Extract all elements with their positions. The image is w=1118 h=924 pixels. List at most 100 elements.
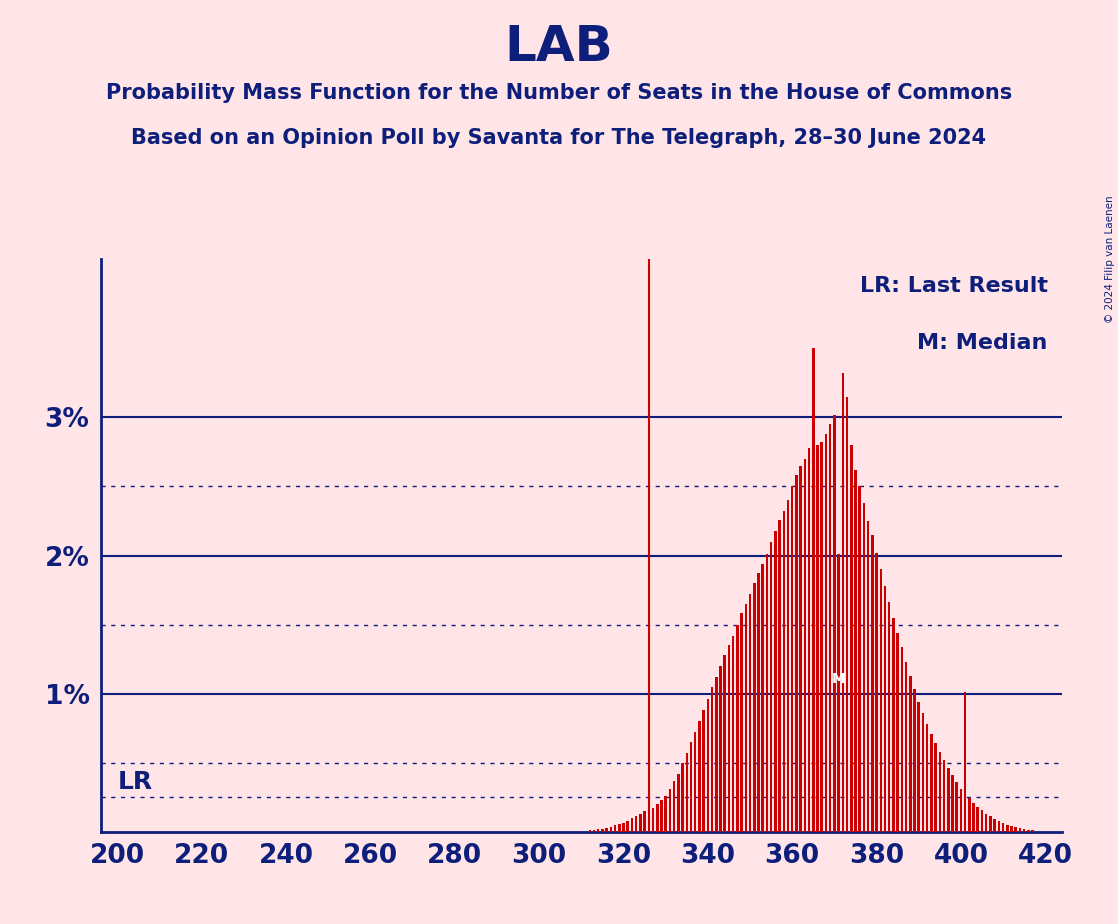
- Bar: [601, 829, 604, 832]
- Bar: [678, 773, 680, 832]
- Bar: [681, 762, 684, 832]
- Bar: [947, 768, 949, 832]
- Bar: [959, 789, 963, 832]
- Bar: [951, 775, 954, 832]
- Bar: [783, 511, 785, 832]
- Bar: [754, 583, 756, 832]
- Bar: [837, 554, 840, 832]
- Bar: [825, 434, 827, 832]
- Bar: [1011, 826, 1013, 832]
- Bar: [968, 798, 970, 832]
- Bar: [821, 443, 823, 832]
- Bar: [588, 830, 591, 832]
- Text: Probability Mass Function for the Number of Seats in the House of Commons: Probability Mass Function for the Number…: [106, 83, 1012, 103]
- Bar: [892, 617, 894, 832]
- Bar: [816, 445, 818, 832]
- Text: © 2024 Filip van Laenen: © 2024 Filip van Laenen: [1106, 195, 1115, 322]
- Bar: [609, 827, 613, 832]
- Bar: [728, 645, 730, 832]
- Bar: [787, 500, 789, 832]
- Bar: [833, 415, 835, 832]
- Bar: [921, 713, 925, 832]
- Text: M: Median: M: Median: [917, 334, 1048, 353]
- Bar: [766, 554, 768, 832]
- Bar: [736, 625, 739, 832]
- Bar: [774, 530, 777, 832]
- Bar: [656, 804, 659, 832]
- Bar: [661, 800, 663, 832]
- Bar: [863, 503, 865, 832]
- Bar: [808, 448, 811, 832]
- Bar: [635, 817, 637, 832]
- Bar: [973, 803, 975, 832]
- Bar: [698, 721, 701, 832]
- Bar: [618, 824, 620, 832]
- Bar: [845, 396, 849, 832]
- Bar: [904, 662, 908, 832]
- Bar: [942, 760, 946, 832]
- Bar: [812, 348, 815, 832]
- Bar: [909, 675, 911, 832]
- Bar: [652, 808, 654, 832]
- Bar: [790, 487, 794, 832]
- Bar: [1031, 830, 1034, 832]
- Bar: [842, 373, 844, 832]
- Bar: [673, 781, 675, 832]
- Text: M: M: [832, 672, 845, 686]
- Bar: [964, 692, 966, 832]
- Bar: [749, 594, 751, 832]
- Bar: [1018, 828, 1021, 832]
- Bar: [1027, 830, 1030, 832]
- Bar: [854, 470, 856, 832]
- Bar: [918, 702, 920, 832]
- Bar: [732, 636, 735, 832]
- Bar: [631, 819, 633, 832]
- Bar: [930, 734, 932, 832]
- Bar: [1014, 827, 1017, 832]
- Bar: [664, 796, 667, 832]
- Bar: [597, 829, 599, 832]
- Bar: [669, 789, 671, 832]
- Bar: [1006, 825, 1008, 832]
- Bar: [711, 687, 713, 832]
- Bar: [593, 830, 595, 832]
- Bar: [740, 614, 742, 832]
- Bar: [913, 689, 916, 832]
- Bar: [935, 743, 937, 832]
- Bar: [614, 825, 616, 832]
- Bar: [716, 677, 718, 832]
- Bar: [956, 782, 958, 832]
- Text: LR: LR: [117, 771, 153, 795]
- Bar: [850, 445, 853, 832]
- Bar: [795, 476, 797, 832]
- Text: LR: Last Result: LR: Last Result: [860, 276, 1048, 296]
- Bar: [623, 822, 625, 832]
- Bar: [976, 807, 979, 832]
- Bar: [938, 751, 941, 832]
- Bar: [828, 424, 832, 832]
- Bar: [866, 521, 870, 832]
- Bar: [880, 569, 882, 832]
- Text: Based on an Opinion Poll by Savanta for The Telegraph, 28–30 June 2024: Based on an Opinion Poll by Savanta for …: [132, 128, 986, 148]
- Bar: [643, 811, 646, 832]
- Bar: [989, 817, 992, 832]
- Bar: [859, 487, 861, 832]
- Bar: [875, 553, 878, 832]
- Bar: [804, 459, 806, 832]
- Bar: [626, 821, 629, 832]
- Bar: [745, 603, 747, 832]
- Bar: [770, 541, 773, 832]
- Bar: [985, 814, 987, 832]
- Bar: [694, 732, 697, 832]
- Bar: [685, 753, 688, 832]
- Text: LAB: LAB: [504, 23, 614, 71]
- Bar: [871, 535, 873, 832]
- Bar: [897, 633, 899, 832]
- Bar: [980, 810, 983, 832]
- Bar: [926, 723, 928, 832]
- Bar: [888, 602, 890, 832]
- Bar: [639, 814, 642, 832]
- Bar: [647, 279, 650, 832]
- Bar: [690, 742, 692, 832]
- Bar: [757, 574, 760, 832]
